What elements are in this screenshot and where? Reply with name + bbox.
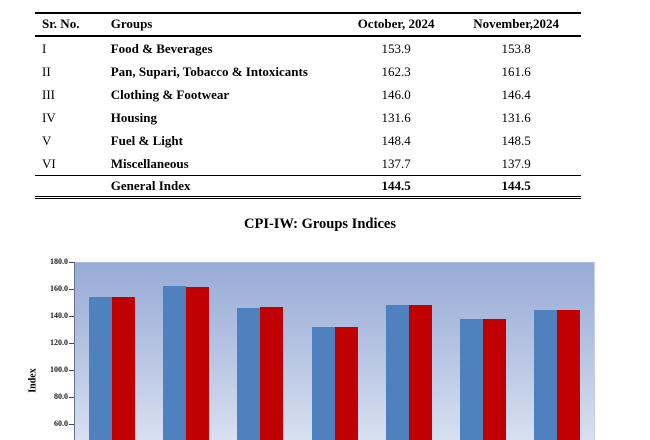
general-index-row: General Index 144.5 144.5 [35, 175, 581, 199]
table-row: I Food & Beverages 153.9 153.8 [35, 36, 581, 60]
cell-group: Pan, Supari, Tobacco & Intoxicants [110, 63, 308, 79]
column-header-sr-no: Sr. No. [35, 13, 105, 37]
cell-sr-no: IV [42, 109, 56, 125]
y-tick-label: 100.0 [50, 365, 68, 374]
bar-october [237, 307, 261, 440]
table-header-row: Sr. No. Groups October, 2024 November,20… [35, 13, 581, 37]
column-header-november: November,2024 [451, 13, 581, 37]
y-tick-mark [69, 424, 74, 425]
cell-group: Food & Beverages [110, 40, 213, 56]
cpi-groups-table: Sr. No. Groups October, 2024 November,20… [35, 12, 581, 199]
table-body: I Food & Beverages 153.9 153.8 II Pan, Supari… [35, 36, 581, 176]
cell-sr-no: V [42, 132, 52, 148]
table-row: VI Miscellaneous 137.7 137.9 [35, 152, 581, 176]
y-tick-label: 180.0 [50, 257, 68, 266]
y-tick-label: 120.0 [50, 338, 68, 347]
bar-november [556, 309, 580, 440]
y-tick-label: 160.0 [50, 284, 68, 293]
bar-november [260, 307, 284, 440]
y-tick-mark [69, 262, 74, 263]
cell-october-value: 137.7 [381, 155, 411, 171]
cell-october-value: 131.6 [381, 109, 411, 125]
y-tick-label: 80.0 [54, 392, 68, 401]
cell-sr-no: III [42, 86, 55, 102]
cell-group: Clothing & Footwear [110, 86, 230, 102]
column-header-october: October, 2024 [340, 13, 452, 37]
column-header-groups: Groups [104, 13, 341, 37]
cell-november-value: 161.6 [501, 63, 531, 79]
bar-october [459, 319, 483, 440]
cell-group: Housing [110, 109, 157, 125]
bar-october [385, 304, 409, 440]
table-footer: General Index 144.5 144.5 [35, 175, 581, 199]
cell-group: Fuel & Light [110, 132, 183, 148]
cell-november-value: 137.9 [451, 152, 581, 176]
bar-october [533, 309, 557, 440]
y-tick-mark [69, 397, 74, 398]
footer-cell-sr [35, 175, 105, 199]
table-row: II Pan, Supari, Tobacco & Intoxicants 162.… [35, 60, 581, 83]
bar-october [163, 285, 187, 440]
cell-group: Miscellaneous [110, 155, 189, 171]
cell-sr-no: I [42, 40, 47, 56]
y-tick-label: 140.0 [50, 311, 68, 320]
y-tick-mark [69, 289, 74, 290]
bar-november [112, 297, 136, 440]
table-row: III Clothing & Footwear 146.0 146.4 [35, 83, 581, 106]
table-row: IV Housing 131.6 131.6 [35, 106, 581, 129]
bar-november [186, 286, 210, 440]
bar-october [311, 327, 335, 440]
chart-title: CPI-IW: Groups Indices [243, 216, 396, 232]
cell-november-value: 131.6 [501, 109, 531, 125]
y-tick-mark [69, 316, 74, 317]
table-row: V Fuel & Light 148.4 148.5 [35, 129, 581, 152]
bar-october [89, 297, 113, 440]
bar-november [334, 327, 358, 440]
footer-cell-nov: 144.5 [451, 175, 581, 199]
cell-sr-no: II [42, 63, 51, 79]
cell-october-value: 146.0 [381, 86, 411, 102]
cell-november-value: 146.4 [501, 86, 531, 102]
footer-cell-oct: 144.5 [340, 175, 452, 199]
bar-november [408, 304, 432, 440]
cell-november-value: 148.5 [501, 132, 531, 148]
cell-october-value: 162.3 [381, 63, 411, 79]
y-axis-line [74, 262, 75, 440]
y-tick-label: 60.0 [54, 419, 68, 428]
cell-sr-no: VI [42, 155, 56, 171]
y-tick-mark [69, 343, 74, 344]
cell-october-value: 148.4 [381, 132, 411, 148]
y-tick-mark [69, 370, 74, 371]
table-header: Sr. No. Groups October, 2024 November,20… [35, 13, 581, 37]
cell-october-value: 153.9 [381, 40, 411, 56]
cell-november-value: 153.8 [501, 40, 531, 56]
bar-november [482, 318, 506, 440]
footer-cell-group: General Index [104, 175, 341, 199]
